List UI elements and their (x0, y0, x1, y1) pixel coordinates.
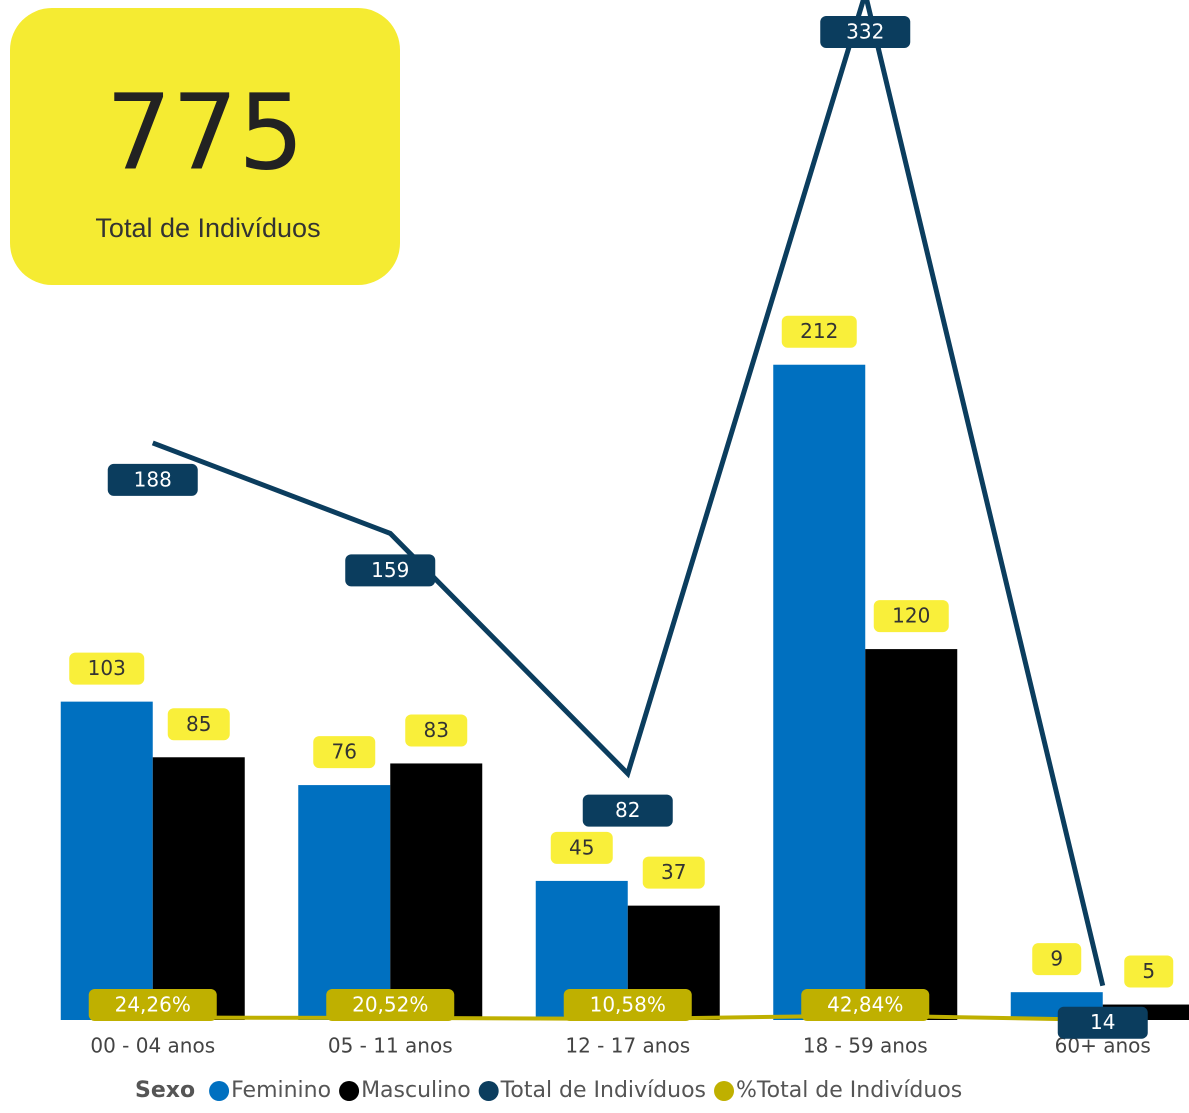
line-label: 332 (846, 20, 884, 44)
pct-label-bg (326, 989, 455, 1021)
line-label: 82 (615, 798, 640, 822)
line-label-bg (345, 554, 436, 587)
legend: Sexo Feminino Masculino Total de Indivíduos… (135, 1078, 962, 1103)
legend-label: %Total de Indivíduos (736, 1078, 962, 1103)
bar-label-bg (1032, 943, 1082, 976)
pct-label: 10,58% (590, 993, 666, 1017)
bar-label: 5 (1142, 959, 1155, 983)
pct-label-bg (801, 989, 930, 1021)
line-label-bg (820, 16, 911, 48)
card-bg (10, 8, 400, 285)
line-label-bg (107, 463, 198, 496)
x-tick-label: 12 - 17 anos (565, 1034, 690, 1058)
bar-label: 9 (1050, 947, 1063, 971)
bar-label: 103 (88, 656, 126, 680)
bar (390, 763, 483, 1020)
legend-label: Total de Indivíduos (500, 1078, 706, 1103)
line-label: 159 (371, 558, 409, 582)
pct-label: 20,52% (352, 993, 428, 1017)
x-tick-label: 00 - 04 anos (90, 1034, 215, 1058)
legend-swatch (714, 1081, 735, 1101)
bar-label: 120 (892, 604, 930, 628)
legend-swatch (209, 1081, 230, 1101)
bar (773, 364, 866, 1020)
bar-label-bg (69, 652, 145, 685)
bar-label-bg (873, 600, 949, 633)
line (151, 0, 1106, 987)
line-label: 14 (1090, 1010, 1115, 1034)
bar (60, 701, 153, 1020)
bar-label-bg (642, 856, 705, 889)
x-tick-label: 18 - 59 anos (803, 1034, 928, 1058)
bar-label: 212 (800, 319, 838, 343)
pct-label-bg (563, 989, 692, 1021)
bar-label: 83 (424, 718, 449, 742)
line-label-bg (1057, 1006, 1148, 1039)
legend-label: Masculino (361, 1078, 471, 1103)
bar-label-bg (313, 736, 376, 769)
bar (152, 757, 245, 1020)
pct-label: 24,26% (115, 993, 191, 1017)
pct-label-bg (88, 989, 217, 1021)
bar-label: 85 (186, 712, 211, 736)
bar-label: 45 (569, 835, 594, 859)
legend-title: Sexo (135, 1078, 195, 1103)
bar-label-bg (550, 831, 613, 864)
legend-label: Feminino (231, 1078, 331, 1103)
bar (865, 649, 958, 1020)
x-tick-label: 05 - 11 anos (328, 1034, 453, 1058)
bar (298, 785, 391, 1020)
card-value: 775 (106, 71, 305, 193)
bar-label-bg (167, 708, 230, 741)
labels: 103 76 45 212 9 85 83 37 120 5 188 159 82 332 14 24,26%… (69, 16, 1174, 1039)
legend-swatch (478, 1081, 499, 1101)
bar-label: 37 (661, 860, 686, 884)
bar-label-bg (1124, 955, 1174, 988)
pct-label: 42,84% (827, 993, 903, 1017)
bar-label-bg (781, 315, 857, 348)
line-label: 188 (134, 467, 172, 491)
legend-swatch (339, 1081, 360, 1101)
line-label-bg (582, 794, 673, 827)
card-label: Total de Indivíduos (95, 213, 320, 243)
bar-label-bg (405, 714, 468, 747)
bar-label: 76 (332, 740, 357, 764)
